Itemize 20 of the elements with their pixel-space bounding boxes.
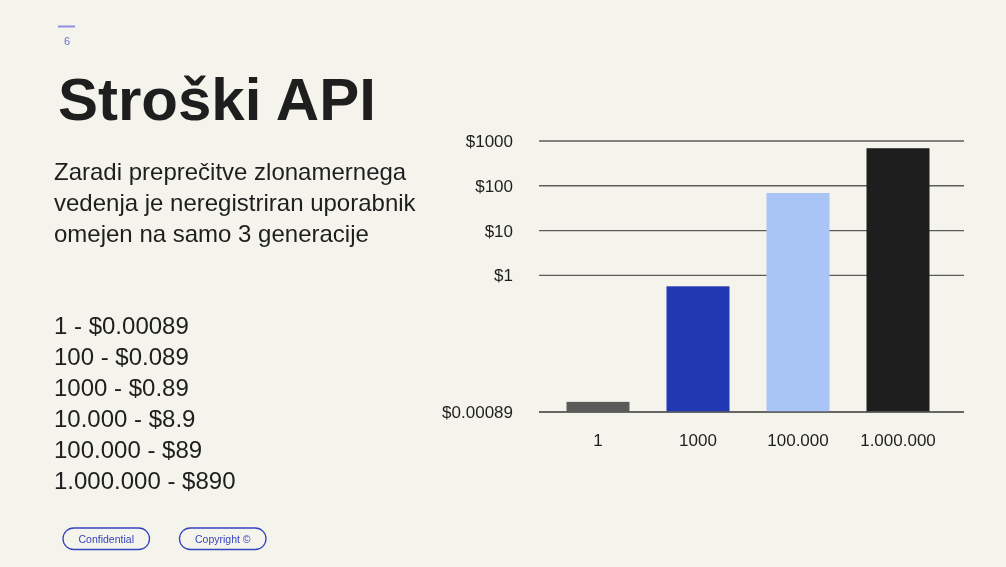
x-tick-label: 1 xyxy=(593,431,603,450)
text: Zaradi preprečitve zlonamernega vedenja je neregistriran uporabnik omejen na samo 3 generacije xyxy=(54,158,417,247)
chart-title: Stroški API xyxy=(58,66,376,133)
text: 100.000 - $89 xyxy=(54,436,203,463)
x-tick-label: 1000 xyxy=(679,431,717,450)
y-tick-label: $100 xyxy=(475,176,513,196)
text: Copyright © xyxy=(194,532,251,545)
text: 10.000 - $8.9 xyxy=(54,405,196,432)
y-tick-label: $0.00089 xyxy=(442,403,513,422)
text: 6 xyxy=(63,35,71,47)
text: 1000 - $0.89 xyxy=(54,374,189,401)
y-tick-label: $1 xyxy=(494,266,513,286)
y-tick-label: $1000 xyxy=(465,132,513,151)
text: 100 - $0.089 xyxy=(54,343,189,370)
text: 1.000.000 - $890 xyxy=(54,467,236,494)
text: 1 - $0.00089 xyxy=(54,312,189,339)
y-tick-label: $10 xyxy=(484,221,513,241)
x-tick-label: 1.000.000 xyxy=(860,431,936,450)
x-tick-label: 100.000 xyxy=(767,431,829,450)
text: Confidential xyxy=(78,532,134,545)
